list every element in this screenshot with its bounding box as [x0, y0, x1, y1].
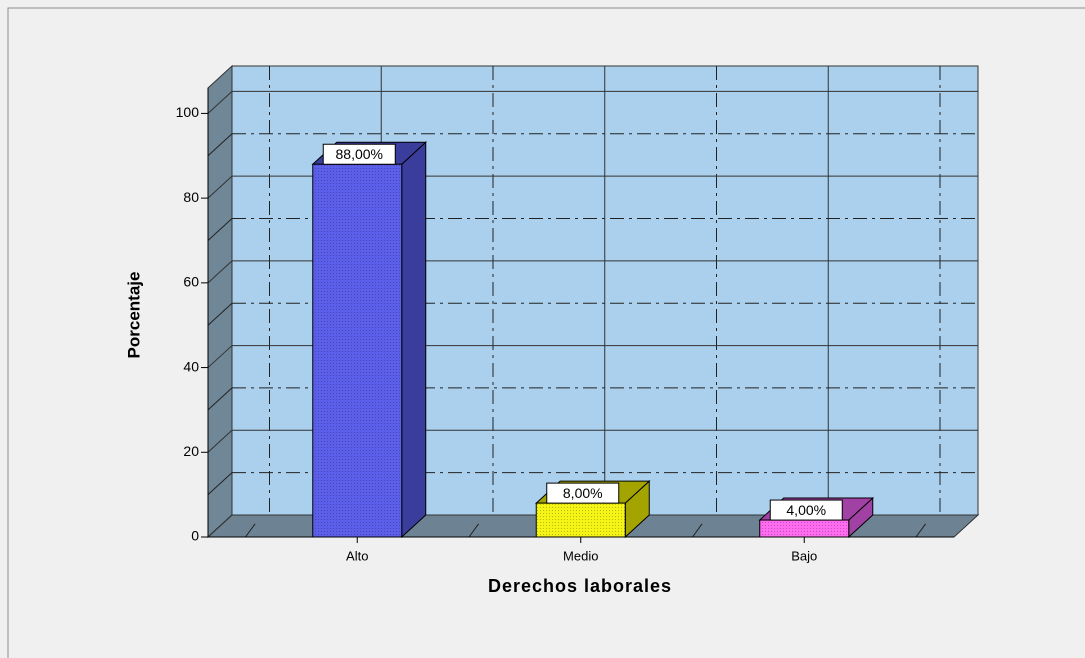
value-label-box	[769, 499, 843, 521]
floor-separator	[245, 523, 256, 538]
minor-wall-line	[207, 302, 233, 326]
wall-grid-line	[207, 429, 233, 453]
bar	[312, 163, 403, 538]
x-tick-label: Medio	[563, 548, 598, 563]
wall-grid-line	[207, 514, 233, 538]
x-axis-title: Derechos laborales	[488, 576, 672, 596]
x-tick-label: Bajo	[791, 548, 817, 563]
minor-wall-line	[207, 472, 233, 496]
minor-wall-line	[207, 387, 233, 411]
floor-separator	[468, 523, 480, 538]
value-label: 88,00%	[336, 146, 383, 162]
minor-wall-line	[207, 218, 233, 241]
wall-grid-line	[207, 175, 233, 199]
value-label-box	[546, 482, 620, 504]
y-tick-label: 80	[183, 189, 199, 205]
value-label: 4,00%	[786, 502, 826, 518]
floor-separator	[915, 523, 927, 538]
y-tick-label: 20	[183, 443, 199, 459]
x-tick-label: Alto	[346, 548, 368, 563]
y-tick-label: 60	[183, 274, 199, 290]
minor-wall-line	[207, 133, 233, 157]
y-tick-label: 40	[183, 358, 199, 374]
wall-grid-line	[207, 260, 233, 284]
floor-separator	[692, 523, 703, 538]
bar-side	[401, 141, 427, 539]
bar	[535, 502, 626, 538]
y-tick-label: 100	[176, 104, 200, 120]
wall-grid-line	[207, 345, 233, 368]
y-axis-title: Porcentaje	[124, 272, 143, 359]
bar	[759, 519, 850, 538]
value-label: 8,00%	[563, 485, 603, 501]
y-tick-label: 0	[191, 528, 199, 544]
value-label-box	[322, 143, 396, 165]
wall-grid-line	[207, 91, 233, 114]
